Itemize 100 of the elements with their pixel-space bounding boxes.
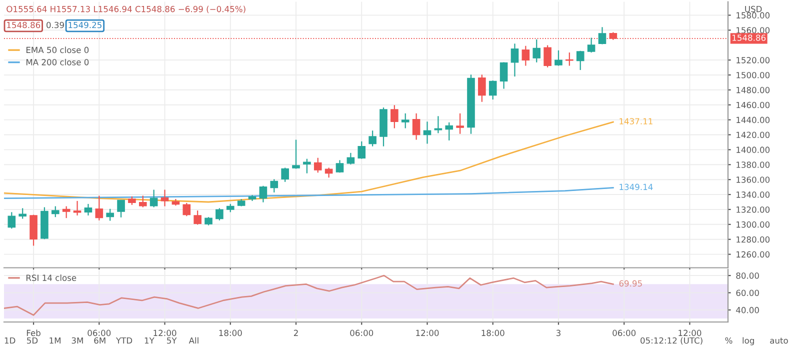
candlestick: [106, 208, 114, 222]
candlestick: [62, 206, 70, 219]
x-tick-label: 12:00: [154, 330, 176, 336]
candlestick: [182, 202, 191, 217]
x-tick-label: 2: [294, 330, 298, 336]
y-tick-label: 1460.00: [736, 102, 770, 108]
candlestick: [292, 139, 300, 170]
candlestick: [500, 62, 508, 90]
y-tick-label: 1280.00: [736, 236, 770, 243]
candlestick: [314, 157, 322, 174]
candlestick: [150, 189, 158, 208]
y-tick-label: 1360.00: [736, 176, 770, 183]
y-tick-label: 1320.00: [736, 206, 770, 213]
x-tick-label: 18:00: [219, 330, 242, 336]
candlestick: [51, 206, 60, 218]
y-tick-label: 80.00: [736, 272, 759, 279]
candlestick: [95, 195, 104, 221]
x-tick-label: 18:00: [482, 330, 504, 336]
candlestick: [303, 158, 311, 174]
candlestick: [510, 43, 519, 78]
candlestick: [554, 50, 562, 66]
candlestick: [73, 200, 82, 216]
text: 05:12:12 (UTC): [640, 337, 702, 345]
x-tick-label: 06:00: [612, 330, 636, 336]
y-tick-label: 1420.00: [736, 132, 770, 138]
candlestick: [401, 112, 410, 129]
text: 3M: [72, 337, 83, 344]
candlestick: [30, 214, 38, 246]
x-tick-label: 3: [556, 330, 560, 336]
candlestick: [160, 189, 169, 207]
annotation: 1549.25: [68, 22, 102, 28]
candlestick: [544, 44, 552, 68]
text: 5Y: [167, 337, 177, 344]
y-tick-label: 1480.00: [736, 86, 770, 94]
text: 1D: [4, 337, 16, 344]
candlestick: [423, 121, 432, 144]
candlestick: [8, 212, 16, 230]
candlestick: [117, 199, 125, 218]
text: 1M: [50, 337, 60, 344]
candlestick: [412, 112, 420, 140]
text: All: [188, 337, 198, 344]
candlestick: [390, 104, 398, 129]
candlestick: [84, 203, 92, 216]
candlestick: [259, 185, 268, 203]
text: %: [725, 337, 732, 344]
candlestick: [270, 178, 278, 193]
data-label: 69.95: [619, 280, 642, 287]
ref-line-label: 1548.86: [732, 34, 766, 41]
y-tick-label: 60.00: [736, 290, 759, 296]
candlestick: [532, 38, 541, 63]
y-tick-label: 1380.00: [736, 162, 770, 168]
text: auto: [770, 338, 788, 344]
candlestick: [336, 160, 344, 174]
candlestick: [434, 116, 442, 134]
legend-label: EMA 50 close 0: [26, 46, 89, 54]
text: 5D: [27, 337, 38, 344]
candlestick: [216, 208, 224, 221]
candlestick: [324, 167, 333, 178]
annotation: 0.39: [46, 22, 64, 28]
y-axis-title: USD: [745, 6, 762, 12]
y-tick-label: 1300.00: [736, 221, 770, 228]
y-tick-label: 1340.00: [736, 192, 770, 198]
data-label: 1349.14: [620, 184, 653, 190]
candlestick: [346, 152, 355, 165]
y-tick-label: 1400.00: [736, 146, 770, 153]
y-tick-label: 1260.00: [736, 251, 770, 258]
candlestick: [576, 50, 584, 71]
data-label: 1437.11: [620, 118, 652, 124]
y-tick-label: 1440.00: [736, 116, 770, 124]
x-tick-label: Feb: [26, 330, 40, 336]
text: YTD: [116, 337, 132, 344]
candlestick: [358, 140, 366, 160]
candlestick: [488, 80, 497, 100]
candlestick: [522, 45, 530, 66]
candlestick: [598, 26, 606, 45]
annotation: 1548.86: [7, 22, 40, 28]
candlestick: [587, 37, 596, 54]
candlestick: [138, 195, 147, 208]
candlestick: [194, 210, 202, 226]
x-tick-label: 12:00: [678, 330, 702, 336]
candlestick: [368, 130, 376, 147]
y-tick-label: 1580.00: [736, 12, 770, 18]
y-tick-label: 40.00: [736, 306, 759, 314]
text: 6M: [94, 337, 106, 344]
candlestick: [478, 74, 486, 102]
candlestick: [456, 112, 464, 134]
text: log: [742, 337, 754, 346]
text: 1Y: [144, 337, 154, 344]
legend-label: MA 200 close 0: [26, 58, 89, 66]
candlestick: [18, 208, 26, 220]
annotation: O1555.64 H1557.13 L1546.94 C1548.86 −6.99 (−0.45%): [6, 6, 246, 14]
x-tick-label: 06:00: [350, 330, 374, 336]
y-tick-label: 1500.00: [736, 72, 770, 78]
x-tick-label: 12:00: [416, 330, 439, 336]
candlestick: [281, 167, 289, 182]
x-tick-label: 06:00: [88, 330, 111, 336]
y-tick-label: 1520.00: [736, 57, 770, 64]
candlestick: [445, 122, 454, 141]
candlestick: [566, 52, 574, 66]
legend-label: RSI 14 close: [26, 274, 76, 281]
